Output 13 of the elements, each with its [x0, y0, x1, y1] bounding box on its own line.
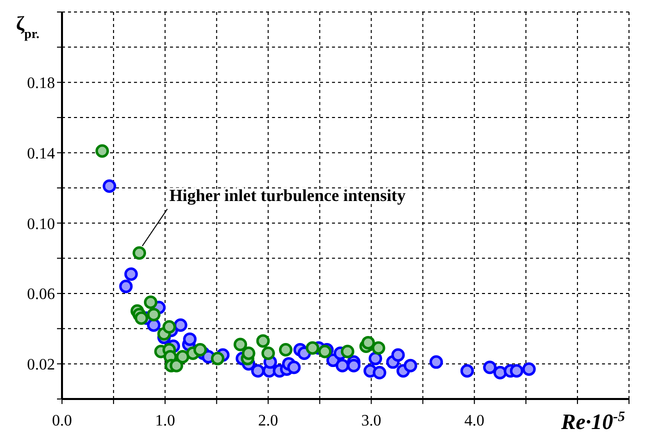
y-tick-label: 0.14	[27, 145, 55, 162]
y-axis-title: ζ$_{pr.}$	[16, 13, 40, 40]
annotation: Higher inlet turbulence intensity	[169, 186, 406, 205]
x-tick-label: 1.0	[155, 412, 176, 430]
y-tick-label: 0.02	[27, 356, 55, 374]
y-tick-label: 0.10	[27, 216, 55, 233]
y-tick-label: 0.18	[27, 75, 55, 92]
x-tick-label: 2.0	[258, 412, 278, 430]
x-tick-label: 0.0	[52, 412, 72, 430]
x-axis-title: Re·10$^{-5}$	[560, 409, 625, 434]
x-tick-label: 3.0	[361, 412, 382, 430]
x-tick-label: 4.0	[464, 412, 484, 430]
y-tick-label: 0.06	[27, 286, 55, 304]
